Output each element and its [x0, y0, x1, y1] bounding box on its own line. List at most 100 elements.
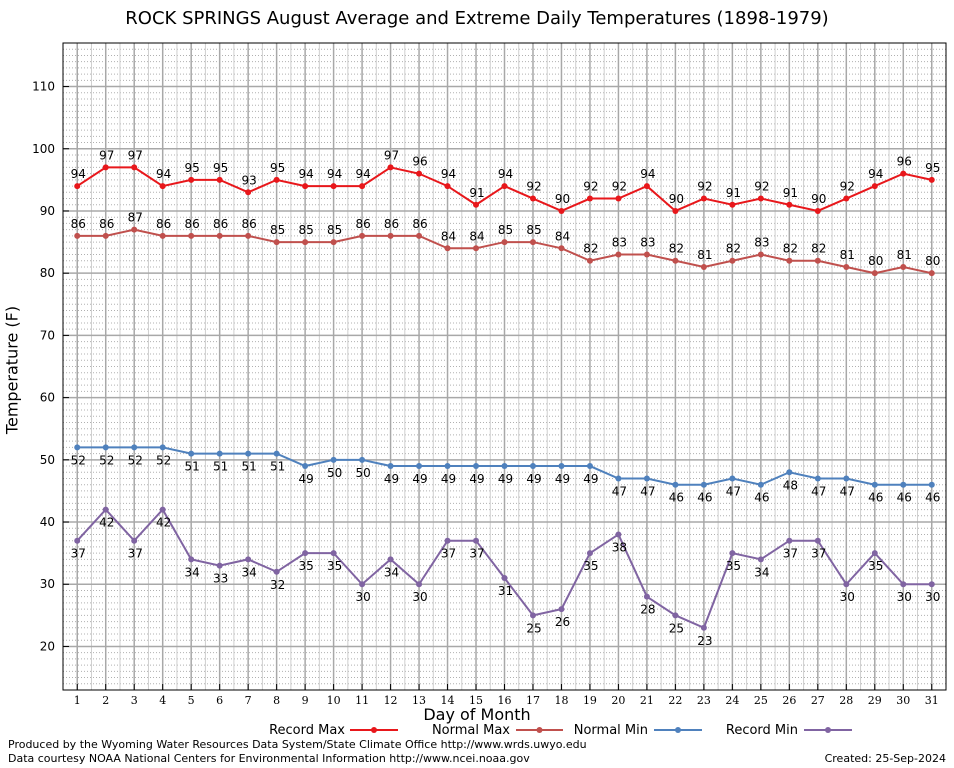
data-label-normal-min: 48: [783, 478, 798, 492]
data-point-normal-min: [615, 475, 622, 482]
chart-title: ROCK SPRINGS August Average and Extreme …: [125, 8, 829, 29]
data-label-record-min: 26: [555, 615, 570, 629]
data-label-normal-min: 47: [726, 484, 741, 498]
data-point-normal-max: [302, 239, 309, 246]
data-point-record-min: [757, 556, 764, 563]
data-label-normal-min: 52: [99, 453, 114, 467]
data-label-normal-max: 86: [355, 217, 370, 231]
data-label-normal-max: 86: [99, 217, 114, 231]
data-point-normal-max: [416, 232, 423, 239]
data-point-record-max: [159, 183, 166, 190]
data-point-normal-min: [216, 450, 223, 457]
data-label-record-min: 30: [840, 590, 855, 604]
data-point-normal-min: [529, 463, 536, 470]
x-tick-label: 24: [725, 694, 739, 707]
data-label-normal-max: 81: [697, 248, 712, 262]
data-point-record-max: [302, 183, 309, 190]
data-label-record-min: 31: [498, 584, 513, 598]
data-label-record-max: 95: [925, 161, 940, 175]
data-label-record-max: 92: [526, 180, 541, 194]
data-point-normal-min: [188, 450, 195, 457]
data-label-record-min: 38: [612, 540, 627, 554]
data-label-normal-max: 86: [242, 217, 257, 231]
x-tick-label: 28: [839, 694, 853, 707]
x-tick-label: 14: [441, 694, 455, 707]
data-point-normal-min: [501, 463, 508, 470]
legend-marker-record-max: [371, 727, 377, 733]
data-label-record-min: 34: [754, 565, 769, 579]
data-point-record-max: [330, 183, 337, 190]
data-point-normal-min: [273, 450, 280, 457]
data-label-normal-max: 85: [270, 223, 285, 237]
data-point-normal-min: [757, 481, 764, 488]
data-point-normal-min: [245, 450, 252, 457]
data-label-normal-min: 49: [526, 472, 541, 486]
data-label-record-max: 94: [298, 167, 313, 181]
data-point-record-min: [501, 575, 508, 582]
data-point-normal-min: [643, 475, 650, 482]
data-point-record-min: [473, 537, 480, 544]
data-label-record-max: 90: [669, 192, 684, 206]
data-label-normal-min: 50: [327, 466, 342, 480]
data-point-normal-min: [131, 444, 138, 451]
data-label-normal-max: 86: [213, 217, 228, 231]
x-tick-label: 2: [102, 694, 109, 707]
data-label-normal-min: 46: [925, 491, 940, 505]
data-point-record-max: [245, 189, 252, 196]
y-tick-label: 70: [40, 328, 55, 342]
data-label-record-max: 92: [840, 180, 855, 194]
y-tick-label: 100: [32, 142, 55, 156]
data-point-normal-min: [871, 481, 878, 488]
data-point-normal-min: [814, 475, 821, 482]
data-label-normal-max: 82: [583, 242, 598, 256]
data-point-normal-min: [558, 463, 565, 470]
data-label-record-min: 34: [384, 565, 399, 579]
data-point-record-min: [131, 537, 138, 544]
data-point-normal-min: [416, 463, 423, 470]
data-label-record-max: 94: [71, 167, 86, 181]
data-label-record-min: 37: [128, 547, 143, 561]
data-label-record-min: 37: [783, 547, 798, 561]
x-tick-label: 20: [611, 694, 625, 707]
data-label-record-max: 92: [754, 180, 769, 194]
data-label-record-max: 94: [327, 167, 342, 181]
data-point-record-min: [643, 593, 650, 600]
data-point-normal-min: [159, 444, 166, 451]
y-tick-label: 90: [40, 204, 55, 218]
data-point-record-max: [843, 195, 850, 202]
data-point-record-max: [900, 170, 907, 177]
data-label-normal-min: 47: [811, 484, 826, 498]
data-point-normal-max: [501, 239, 508, 246]
data-point-normal-min: [672, 481, 679, 488]
data-point-record-min: [273, 568, 280, 575]
y-tick-label: 80: [40, 266, 55, 280]
data-label-record-max: 94: [498, 167, 513, 181]
data-label-normal-max: 86: [412, 217, 427, 231]
data-label-record-max: 91: [726, 186, 741, 200]
data-point-record-max: [729, 201, 736, 208]
data-point-record-min: [900, 581, 907, 588]
data-label-normal-max: 84: [555, 229, 570, 243]
data-label-record-min: 35: [726, 559, 741, 573]
legend-marker-normal-min: [675, 727, 681, 733]
data-label-normal-min: 47: [840, 484, 855, 498]
x-tick-label: 3: [131, 694, 138, 707]
x-tick-label: 9: [302, 694, 309, 707]
data-label-normal-min: 47: [640, 484, 655, 498]
x-tick-label: 18: [554, 694, 568, 707]
data-label-normal-min: 49: [412, 472, 427, 486]
data-label-record-min: 25: [669, 621, 684, 635]
data-label-normal-min: 52: [128, 453, 143, 467]
data-label-record-max: 94: [355, 167, 370, 181]
data-point-normal-max: [900, 263, 907, 270]
data-label-normal-min: 49: [469, 472, 484, 486]
data-point-normal-max: [188, 232, 195, 239]
data-label-normal-max: 86: [156, 217, 171, 231]
legend-marker-normal-max: [536, 727, 543, 733]
data-point-normal-max: [586, 257, 593, 264]
data-point-record-max: [473, 201, 480, 208]
legend: Record Max Normal Max Normal Min Record Min: [269, 723, 852, 738]
data-label-normal-max: 85: [498, 223, 513, 237]
data-point-record-min: [188, 556, 195, 563]
